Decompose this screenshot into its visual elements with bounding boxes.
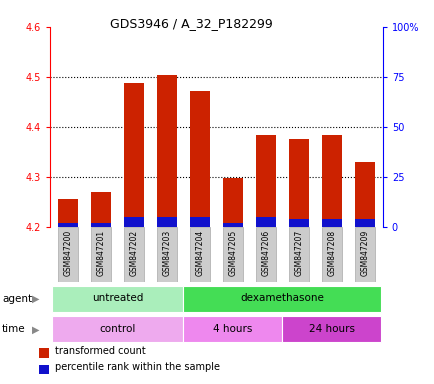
Text: untreated: untreated <box>92 293 143 303</box>
Text: transformed count: transformed count <box>55 346 146 356</box>
Bar <box>321 135 341 227</box>
Text: percentile rank within the sample: percentile rank within the sample <box>55 362 220 372</box>
Text: GSM847200: GSM847200 <box>63 230 72 276</box>
Bar <box>223 178 242 227</box>
FancyBboxPatch shape <box>288 227 308 282</box>
Bar <box>58 223 78 227</box>
Text: ▶: ▶ <box>32 324 40 334</box>
Text: 4 hours: 4 hours <box>213 324 252 334</box>
Bar <box>223 223 242 227</box>
FancyBboxPatch shape <box>91 227 111 282</box>
Bar <box>91 192 111 227</box>
Text: GDS3946 / A_32_P182299: GDS3946 / A_32_P182299 <box>110 17 272 30</box>
Bar <box>288 139 308 227</box>
Text: 24 hours: 24 hours <box>308 324 354 334</box>
FancyBboxPatch shape <box>183 316 282 342</box>
FancyBboxPatch shape <box>190 227 209 282</box>
Text: control: control <box>99 324 135 334</box>
Bar <box>58 199 78 227</box>
Text: GSM847209: GSM847209 <box>359 230 368 276</box>
Text: GSM847201: GSM847201 <box>96 230 105 276</box>
Text: GSM847206: GSM847206 <box>261 230 270 276</box>
Bar <box>124 217 144 227</box>
Text: GSM847208: GSM847208 <box>326 230 335 276</box>
Bar <box>255 217 275 227</box>
Text: GSM847203: GSM847203 <box>162 230 171 276</box>
Bar <box>91 223 111 227</box>
Bar <box>157 217 177 227</box>
FancyBboxPatch shape <box>255 227 275 282</box>
FancyBboxPatch shape <box>321 227 341 282</box>
Text: GSM847207: GSM847207 <box>294 230 302 276</box>
Text: dexamethasone: dexamethasone <box>240 293 323 303</box>
FancyBboxPatch shape <box>282 316 380 342</box>
Text: GSM847204: GSM847204 <box>195 230 204 276</box>
Bar <box>157 75 177 227</box>
FancyBboxPatch shape <box>124 227 144 282</box>
Bar <box>321 218 341 227</box>
FancyBboxPatch shape <box>52 316 183 342</box>
FancyBboxPatch shape <box>354 227 374 282</box>
Bar <box>354 162 374 227</box>
Bar <box>190 217 209 227</box>
Text: GSM847202: GSM847202 <box>129 230 138 276</box>
FancyBboxPatch shape <box>223 227 242 282</box>
Bar <box>190 91 209 227</box>
FancyBboxPatch shape <box>183 286 380 311</box>
FancyBboxPatch shape <box>52 286 183 311</box>
Bar <box>124 83 144 227</box>
FancyBboxPatch shape <box>58 227 78 282</box>
Bar <box>255 135 275 227</box>
Text: agent: agent <box>2 293 32 304</box>
Text: time: time <box>2 324 26 334</box>
Text: GSM847205: GSM847205 <box>228 230 237 276</box>
Text: ▶: ▶ <box>32 293 40 304</box>
Bar <box>288 218 308 227</box>
FancyBboxPatch shape <box>157 227 177 282</box>
Bar <box>354 218 374 227</box>
